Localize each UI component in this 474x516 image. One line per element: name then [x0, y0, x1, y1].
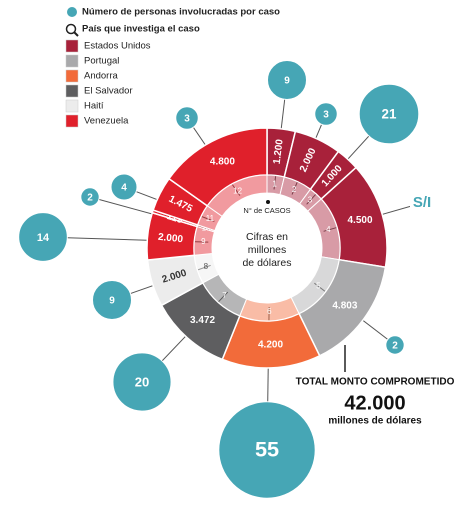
legend-swatch: [65, 84, 79, 98]
total-unit: millones de dólares: [328, 416, 422, 427]
person-label: 55: [255, 437, 279, 462]
person-label: S/I: [413, 194, 431, 211]
case-number: 11: [206, 214, 215, 223]
legend-dot: [67, 7, 77, 17]
value-label: 4.500: [348, 215, 373, 226]
case-number: 3: [308, 196, 313, 205]
center-text: millones: [248, 244, 287, 256]
person-bubble: [80, 187, 100, 207]
cases-label: N° de CASOS: [243, 206, 290, 215]
legend-label: El Salvador: [84, 86, 133, 97]
person-label: 3: [323, 110, 329, 121]
person-bubble: [112, 352, 172, 412]
value-label: 4.803: [332, 300, 357, 311]
person-label: 3: [184, 114, 190, 125]
value-label: 4.800: [210, 156, 235, 167]
value-label: 4.200: [258, 340, 283, 351]
legend-swatch: [65, 114, 79, 128]
total-title: TOTAL MONTO COMPROMETIDO: [296, 377, 455, 388]
label-backdrop: [410, 194, 434, 212]
person-label: 21: [382, 107, 397, 122]
magnifier-handle: [73, 31, 79, 37]
legend-label: Portugal: [84, 56, 119, 67]
case-number: 4: [326, 225, 331, 234]
person-label: 14: [37, 232, 50, 244]
case-number: 9: [201, 237, 206, 246]
person-label: 9: [109, 296, 115, 307]
person-label: 4: [121, 183, 127, 194]
person-bubble: [267, 60, 307, 100]
legend-label: Haití: [84, 101, 104, 112]
legend-swatch: [65, 69, 79, 83]
legend-swatch: [65, 39, 79, 53]
person-bubble: [218, 401, 316, 499]
person-label: 2: [87, 193, 93, 204]
person-bubble: [314, 102, 338, 126]
legend: Número de personas involucradas por caso…: [65, 7, 280, 37]
person-bubble: [110, 173, 138, 201]
legend-country: País que investiga el caso: [82, 24, 200, 35]
value-label: 3.472: [190, 315, 215, 326]
case-number: 12: [233, 186, 242, 195]
case-number: 8: [204, 262, 209, 271]
case-number: 1: [272, 180, 277, 189]
person-bubble: [18, 212, 68, 262]
total-amount: 42.000: [344, 392, 405, 414]
magnifier-icon: [65, 23, 77, 35]
value-label: 1.200: [272, 138, 286, 165]
center-text: de dólares: [242, 257, 291, 269]
legend-swatch: [65, 99, 79, 113]
legend-label: Estados Unidos: [84, 41, 151, 52]
case-number: 2: [292, 185, 297, 194]
legend-swatch: [65, 54, 79, 68]
legend-persons: Número de personas involucradas por caso: [82, 7, 280, 18]
person-bubble: [92, 280, 132, 320]
legend-label: Venezuela: [84, 116, 129, 127]
value-label: 2.000: [157, 232, 183, 245]
case-number: 7: [222, 291, 227, 300]
center: [213, 194, 321, 302]
person-bubble: [358, 83, 420, 145]
person-label: 2: [392, 341, 398, 352]
person-bubble: [385, 335, 405, 355]
person-bubble: [175, 106, 199, 130]
person-label: 20: [135, 374, 150, 389]
case-number: 6: [267, 307, 272, 316]
person-label: 9: [284, 76, 290, 87]
cases-dot: [266, 200, 270, 204]
legend-label: Andorra: [84, 71, 119, 82]
donut: 1.20012.00021.00034.50044.80354.20063.47…: [146, 127, 388, 369]
case-segment: [206, 174, 268, 217]
center-text: Cifras en: [246, 231, 288, 243]
case-number: 5: [316, 281, 321, 290]
